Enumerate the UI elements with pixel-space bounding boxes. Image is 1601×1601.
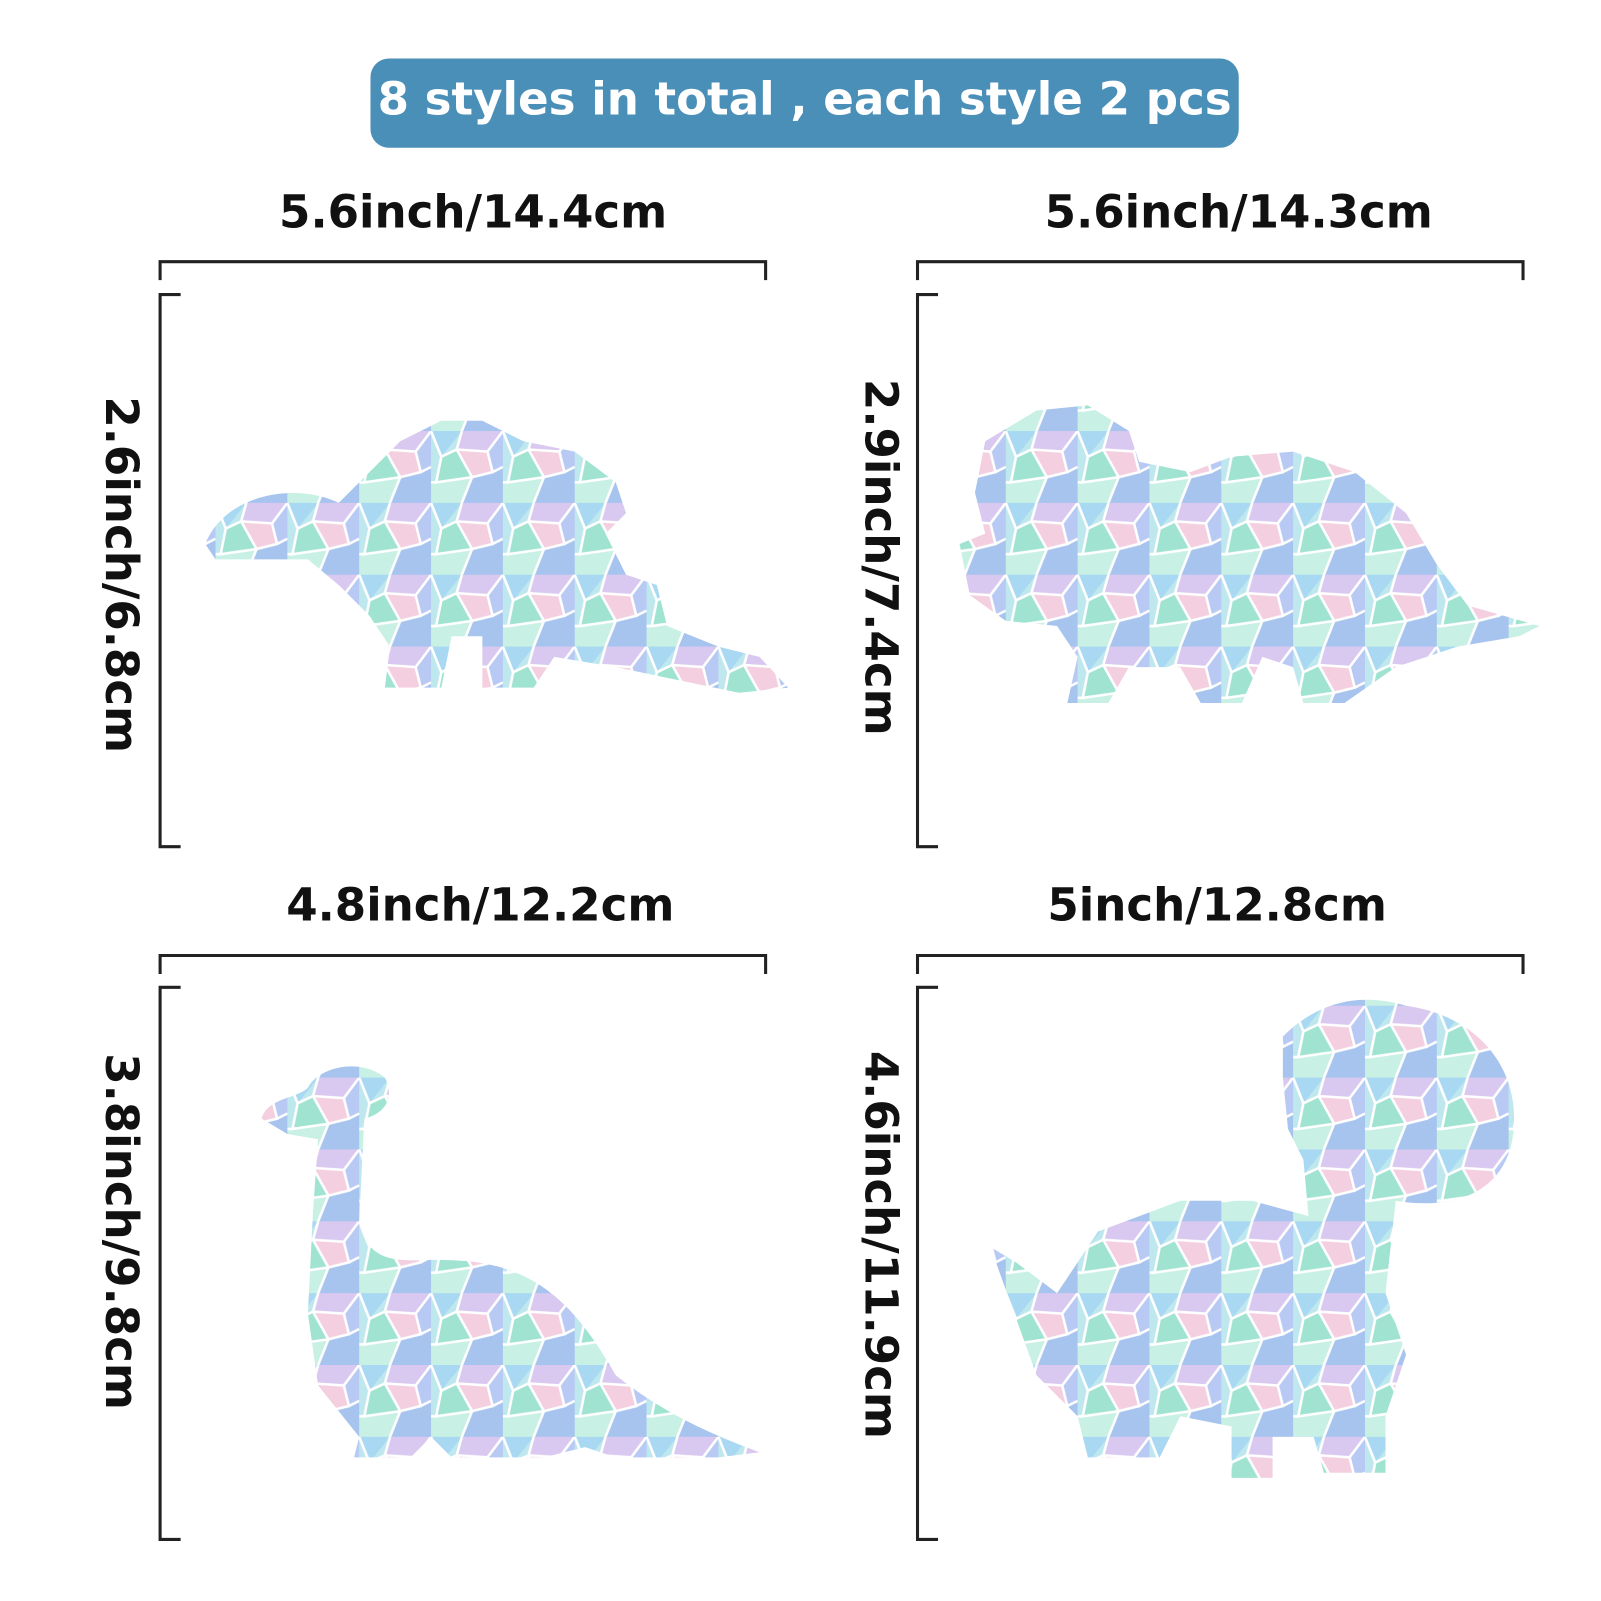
width-bracket <box>915 260 1525 281</box>
width-bracket <box>158 953 768 974</box>
width-bracket <box>915 953 1525 974</box>
banner-text: 8 styles in total , each style 2 pcs <box>378 73 1232 126</box>
height-label: 2.9inch/7.4cm <box>854 379 907 736</box>
frilled-dino-sticker <box>990 999 1515 1478</box>
stegosaurus-sticker <box>205 420 789 693</box>
width-bracket <box>158 260 768 281</box>
width-label: 5.6inch/14.4cm <box>279 186 667 239</box>
banner-background <box>370 58 1239 148</box>
brontosaurus-sticker <box>261 1066 760 1458</box>
height-label: 4.6inch/11.9cm <box>854 1051 907 1439</box>
width-label: 4.8inch/12.2cm <box>286 878 674 931</box>
height-bracket <box>158 293 181 849</box>
triceratops-sticker <box>959 405 1540 704</box>
height-bracket <box>915 985 939 1541</box>
height-label: 2.6inch/6.8cm <box>95 396 148 753</box>
height-bracket <box>915 293 939 849</box>
width-label: 5.6inch/14.3cm <box>1045 186 1433 239</box>
height-bracket <box>158 985 181 1541</box>
width-label: 5inch/12.8cm <box>1047 878 1387 931</box>
height-label: 3.8inch/9.8cm <box>95 1053 148 1410</box>
content: 8 styles in total , each style 2 pcs 5.6… <box>95 58 1540 1541</box>
